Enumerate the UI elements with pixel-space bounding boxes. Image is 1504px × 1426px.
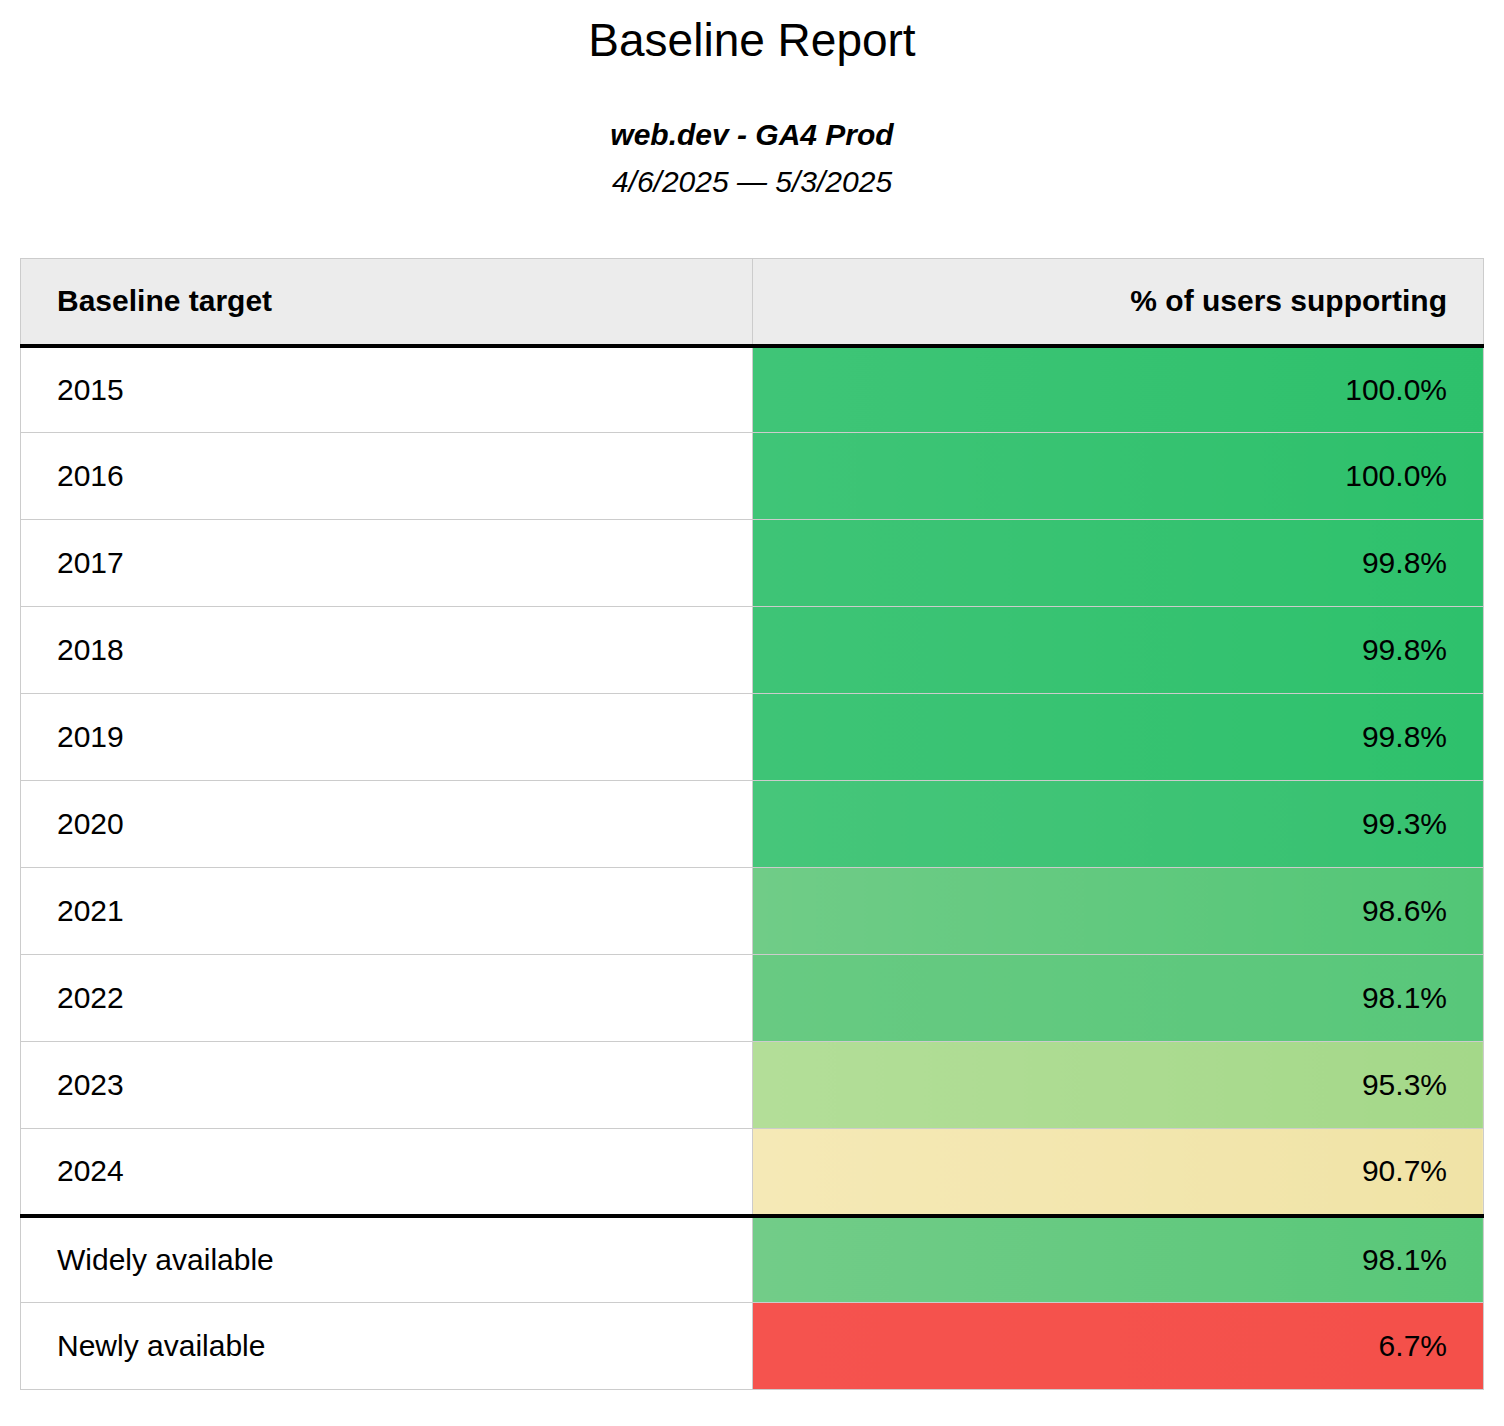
table-header-row: Baseline target % of users supporting: [21, 259, 1484, 346]
table-body: 2015 100.0% 2016 100.0% 2017 99.8% 2018 …: [21, 346, 1484, 1390]
table-row: 2016 100.0%: [21, 433, 1484, 520]
baseline-target-cell: 2015: [21, 346, 753, 433]
table-row: 2021 98.6%: [21, 868, 1484, 955]
baseline-target-cell: 2024: [21, 1129, 753, 1216]
table-row: 2023 95.3%: [21, 1042, 1484, 1129]
percent-cell: 99.8%: [752, 520, 1484, 607]
percent-cell: 99.8%: [752, 607, 1484, 694]
table-row: 2022 98.1%: [21, 955, 1484, 1042]
table-row: Newly available 6.7%: [21, 1303, 1484, 1390]
percent-cell: 90.7%: [752, 1129, 1484, 1216]
table-row: 2020 99.3%: [21, 781, 1484, 868]
percent-cell: 98.1%: [752, 1216, 1484, 1303]
table-row: 2017 99.8%: [21, 520, 1484, 607]
table-row: 2024 90.7%: [21, 1129, 1484, 1216]
baseline-target-cell: 2020: [21, 781, 753, 868]
percent-cell: 100.0%: [752, 346, 1484, 433]
percent-cell: 98.6%: [752, 868, 1484, 955]
baseline-target-cell: 2019: [21, 694, 753, 781]
table-row: 2015 100.0%: [21, 346, 1484, 433]
baseline-target-cell: 2016: [21, 433, 753, 520]
percent-cell: 6.7%: [752, 1303, 1484, 1390]
column-header-baseline-target: Baseline target: [21, 259, 753, 346]
page-title: Baseline Report: [0, 14, 1504, 67]
table-row: 2019 99.8%: [21, 694, 1484, 781]
baseline-table: Baseline target % of users supporting 20…: [20, 258, 1484, 1390]
baseline-target-cell: 2021: [21, 868, 753, 955]
percent-cell: 95.3%: [752, 1042, 1484, 1129]
report-date-range: 4/6/2025 — 5/3/2025: [0, 164, 1504, 200]
percent-cell: 99.3%: [752, 781, 1484, 868]
percent-cell: 100.0%: [752, 433, 1484, 520]
percent-cell: 98.1%: [752, 955, 1484, 1042]
baseline-target-cell: 2022: [21, 955, 753, 1042]
percent-cell: 99.8%: [752, 694, 1484, 781]
column-header-percent-supporting: % of users supporting: [752, 259, 1484, 346]
baseline-target-cell: Newly available: [21, 1303, 753, 1390]
baseline-target-cell: Widely available: [21, 1216, 753, 1303]
baseline-target-cell: 2017: [21, 520, 753, 607]
table-row: 2018 99.8%: [21, 607, 1484, 694]
report-subtitle: web.dev - GA4 Prod: [0, 117, 1504, 153]
table-row: Widely available 98.1%: [21, 1216, 1484, 1303]
baseline-target-cell: 2018: [21, 607, 753, 694]
baseline-report-page: Baseline Report web.dev - GA4 Prod 4/6/2…: [0, 0, 1504, 1426]
baseline-target-cell: 2023: [21, 1042, 753, 1129]
